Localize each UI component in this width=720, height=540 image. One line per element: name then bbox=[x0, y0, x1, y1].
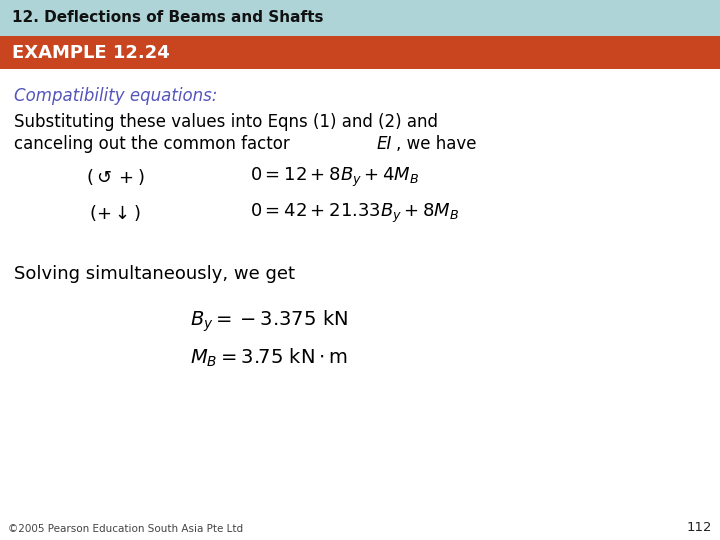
Text: 12. Deflections of Beams and Shafts: 12. Deflections of Beams and Shafts bbox=[12, 10, 323, 25]
Bar bbox=[0, 0, 720, 36]
Text: Compatibility equations:: Compatibility equations: bbox=[14, 87, 217, 105]
Text: $0 = 42 + 21.33B_y + 8M_B$: $0 = 42 + 21.33B_y + 8M_B$ bbox=[250, 201, 459, 225]
Text: 112: 112 bbox=[686, 521, 712, 534]
Text: $0 = 12 + 8B_y + 4M_B$: $0 = 12 + 8B_y + 4M_B$ bbox=[250, 165, 419, 188]
Text: , we have: , we have bbox=[397, 135, 477, 153]
Bar bbox=[0, 36, 720, 69]
Text: $\left(\circlearrowleft+\right)$: $\left(\circlearrowleft+\right)$ bbox=[86, 167, 144, 187]
Text: $B_y = -3.375\ \mathrm{kN}$: $B_y = -3.375\ \mathrm{kN}$ bbox=[190, 309, 348, 334]
Text: ©2005 Pearson Education South Asia Pte Ltd: ©2005 Pearson Education South Asia Pte L… bbox=[8, 524, 243, 534]
Text: Substituting these values into Eqns (1) and (2) and: Substituting these values into Eqns (1) … bbox=[14, 113, 438, 131]
Text: Solving simultaneously, we get: Solving simultaneously, we get bbox=[14, 265, 295, 283]
Text: canceling out the common factor: canceling out the common factor bbox=[14, 135, 295, 153]
Text: $\left(+\downarrow\right)$: $\left(+\downarrow\right)$ bbox=[89, 203, 141, 223]
Text: EI: EI bbox=[377, 135, 392, 153]
Text: $M_B = 3.75\ \mathrm{kN} \cdot \mathrm{m}$: $M_B = 3.75\ \mathrm{kN} \cdot \mathrm{m… bbox=[190, 347, 348, 369]
Text: EXAMPLE 12.24: EXAMPLE 12.24 bbox=[12, 44, 170, 62]
